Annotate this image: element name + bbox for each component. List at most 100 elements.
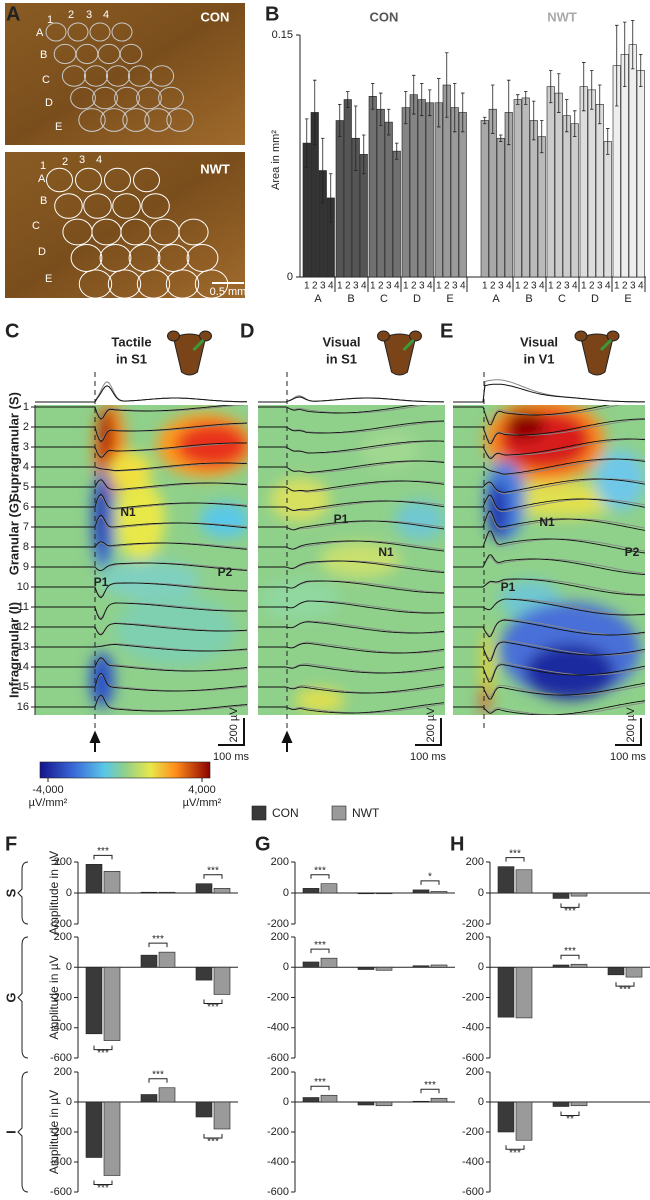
channel-label: 15	[17, 681, 29, 693]
y-tick-label: 0	[478, 961, 484, 973]
bar	[480, 120, 489, 278]
bar	[375, 966, 393, 971]
arc-label: 1	[40, 160, 46, 172]
arc-label: 2	[411, 281, 417, 292]
y-tick-label: -400	[267, 1156, 289, 1168]
row-label: D	[413, 293, 421, 305]
significance-label: ***	[314, 865, 326, 876]
error-bar	[573, 110, 577, 138]
summary-trace	[35, 381, 247, 403]
legend-label: NWT	[352, 806, 380, 820]
csd-trace	[35, 582, 248, 599]
y-tick-label: 200	[54, 856, 72, 868]
significance-label: ***	[207, 865, 219, 876]
csd-trace	[453, 578, 645, 596]
mouse-ear	[409, 330, 422, 342]
y-tick-label: 0	[283, 1096, 289, 1108]
bar	[302, 1097, 320, 1103]
summary-trace	[35, 385, 247, 403]
significance-label: ***	[619, 985, 631, 996]
bar	[320, 957, 338, 968]
colorbar-unit: µV/mm²	[183, 797, 222, 809]
panel-label: D	[240, 320, 254, 342]
significance-bracket	[310, 1085, 330, 1091]
error-bar	[615, 24, 619, 107]
component-label: N1	[120, 505, 136, 519]
bar	[515, 869, 533, 894]
arc-label: 4	[328, 281, 334, 292]
bar	[554, 92, 563, 278]
scale-label: 100 ms	[410, 751, 447, 763]
scale-label: 0.5 mm	[210, 286, 247, 298]
error-bar	[453, 83, 457, 133]
y-tick-label: 200	[466, 856, 484, 868]
error-bar	[412, 74, 416, 115]
bar	[607, 966, 625, 976]
bar	[546, 86, 555, 278]
significance-bracket	[310, 874, 330, 879]
error-bar	[379, 92, 383, 126]
photo-nwt	[5, 152, 245, 298]
row-label: D	[45, 97, 53, 109]
panel-title: in V1	[523, 351, 554, 366]
arc-label: 1	[614, 281, 620, 292]
error-bar	[532, 100, 536, 141]
barrel	[83, 65, 109, 87]
y-tick-label: 0	[287, 271, 293, 283]
csd-blob	[320, 542, 400, 578]
channel-label: 3	[23, 441, 29, 453]
barrel	[112, 193, 141, 219]
significance-bracket	[148, 942, 168, 948]
y-tick-label: 200	[54, 931, 72, 943]
legend-swatch	[331, 805, 347, 821]
csd-trace	[35, 623, 248, 636]
bar	[595, 104, 604, 278]
panel-title: Visual	[520, 334, 558, 349]
y-tick-label: 0.15	[272, 29, 293, 41]
row-label: A	[36, 27, 44, 39]
arc-label: 2	[556, 281, 562, 292]
csd-trace	[453, 598, 645, 616]
error-bar	[346, 91, 350, 108]
arc-label: 1	[515, 281, 521, 292]
bar	[384, 121, 393, 278]
bar	[552, 892, 570, 899]
component-label: P1	[501, 580, 516, 594]
significance-bracket	[93, 1180, 113, 1185]
significance-bracket	[560, 1111, 580, 1116]
mouse-icon	[382, 333, 417, 376]
row-label: E	[55, 121, 62, 133]
bar	[587, 89, 596, 278]
bar	[628, 44, 637, 278]
row-brace	[17, 1071, 29, 1193]
barrel	[166, 108, 194, 132]
panel-label: E	[440, 320, 453, 342]
arc-label: 1	[47, 14, 53, 26]
row-brace	[17, 936, 29, 1059]
csd-trace	[35, 462, 248, 472]
bar	[368, 96, 377, 278]
bar	[140, 1094, 158, 1103]
significance-label: ***	[97, 846, 109, 857]
arc-label: 1	[337, 281, 343, 292]
arc-label: 2	[444, 281, 450, 292]
error-bar	[362, 134, 366, 175]
error-bar	[540, 120, 544, 154]
bar	[357, 966, 375, 970]
csd-trace	[258, 440, 445, 454]
row-label: G	[3, 992, 18, 1002]
error-bar	[329, 173, 333, 223]
electrode	[192, 338, 205, 352]
y-tick-label: -400	[50, 1022, 72, 1034]
bar	[103, 870, 121, 894]
arc-label: 3	[419, 281, 425, 292]
csd-blob	[90, 652, 114, 708]
y-axis-label: Amplitude in µV	[47, 1090, 61, 1174]
y-tick-label: 200	[271, 856, 289, 868]
row-label: B	[525, 293, 532, 305]
csd-blob	[360, 430, 420, 470]
y-tick-label: -400	[462, 1156, 484, 1168]
significance-bracket	[420, 880, 440, 885]
csd-trace	[35, 493, 248, 509]
bar	[488, 108, 497, 278]
